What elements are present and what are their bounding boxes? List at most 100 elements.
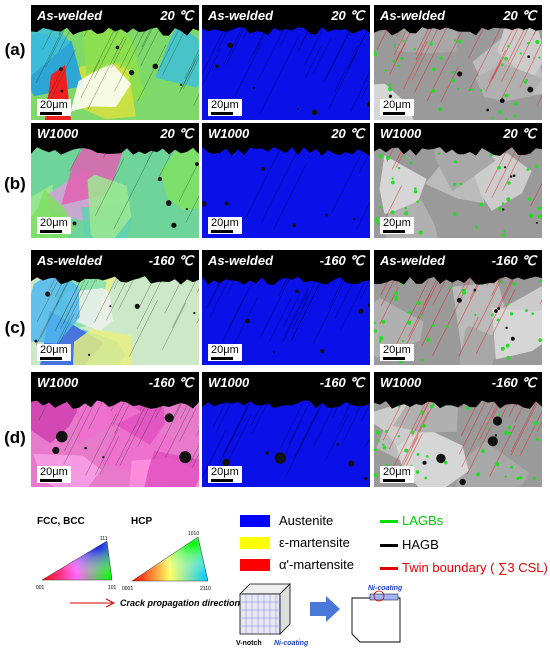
micrograph-panel-ipf: As-welded 20 ℃ 20μm bbox=[31, 5, 199, 120]
boundary-line-lagb bbox=[380, 520, 398, 523]
panel-title: W1000 bbox=[380, 126, 422, 141]
panel-temperature: -160 ℃ bbox=[148, 375, 193, 390]
phase-label-epsilon: ε-martensite bbox=[279, 535, 350, 550]
scale-bar: 20μm bbox=[208, 466, 242, 483]
crack-arrow-icon bbox=[70, 598, 116, 608]
boundary-line-twin bbox=[380, 567, 398, 570]
scale-bar-label: 20μm bbox=[383, 217, 411, 229]
scale-bar-line bbox=[383, 112, 405, 115]
scale-bar-line bbox=[40, 357, 62, 360]
panel-temperature: 20 ℃ bbox=[331, 8, 364, 23]
phase-swatch-epsilon bbox=[240, 537, 270, 549]
panel-title: W1000 bbox=[37, 375, 79, 390]
micrograph-panel-boundary: As-welded -160 ℃ 20μm bbox=[374, 250, 542, 365]
panel-temperature: 20 ℃ bbox=[503, 126, 536, 141]
scale-bar: 20μm bbox=[380, 99, 414, 116]
scale-bar-line bbox=[211, 112, 233, 115]
scale-bar-line bbox=[383, 479, 405, 482]
ipf-hcp-right: 2110 bbox=[200, 586, 211, 592]
ipf-hcp-top: 1010 bbox=[188, 531, 199, 537]
boundary-micrograph-image bbox=[374, 5, 542, 120]
row-label-b: (b) bbox=[4, 174, 26, 193]
scale-bar-label: 20μm bbox=[383, 99, 411, 111]
scale-bar-label: 20μm bbox=[211, 217, 239, 229]
scale-bar: 20μm bbox=[380, 344, 414, 361]
scale-bar-label: 20μm bbox=[40, 217, 68, 229]
row-label-d: (d) bbox=[4, 428, 26, 447]
micrograph-panel-ipf: W1000 -160 ℃ 20μm bbox=[31, 372, 199, 487]
panel-title: W1000 bbox=[208, 126, 250, 141]
scale-bar-line bbox=[40, 112, 62, 115]
crack-direction-label: Crack propagation direction bbox=[120, 598, 241, 608]
micrograph-panel-phase: As-welded 20 ℃ 20μm bbox=[202, 5, 370, 120]
panel-title: W1000 bbox=[208, 375, 250, 390]
ipf-hcp-left: 0001 bbox=[122, 586, 133, 592]
v-notch-label: V-notch bbox=[236, 640, 262, 647]
panel-temperature: 20 ℃ bbox=[331, 126, 364, 141]
scale-bar: 20μm bbox=[37, 99, 71, 116]
panel-temperature: 20 ℃ bbox=[503, 8, 536, 23]
boundary-label-lagb: LAGBs bbox=[402, 513, 444, 528]
boundary-label-twin: Twin boundary ( ∑3 CSL) bbox=[402, 560, 548, 575]
scale-bar: 20μm bbox=[208, 344, 242, 361]
ipf-fcc-bcc-label: FCC, BCC bbox=[37, 516, 85, 527]
ipf-fcc-right: 101 bbox=[108, 585, 117, 591]
ipf-fcc-left: 001 bbox=[36, 585, 45, 591]
boundary-micrograph-image bbox=[374, 372, 542, 487]
scale-bar-label: 20μm bbox=[211, 344, 239, 356]
row-label-c: (c) bbox=[4, 318, 26, 337]
scale-bar: 20μm bbox=[37, 466, 71, 483]
specimen-schematic: V-notch Ni-coating Ni-coating bbox=[236, 583, 403, 647]
panel-title: As-welded bbox=[37, 253, 103, 268]
scale-bar-label: 20μm bbox=[40, 344, 68, 356]
scale-bar-line bbox=[211, 479, 233, 482]
phase-swatch-austenite bbox=[240, 515, 270, 527]
micrograph-panel-phase: As-welded -160 ℃ 20μm bbox=[202, 250, 370, 365]
phase-micrograph-image bbox=[202, 5, 370, 120]
panel-title: As-welded bbox=[37, 8, 103, 23]
scale-bar-line bbox=[40, 479, 62, 482]
scale-bar-label: 20μm bbox=[40, 466, 68, 478]
scale-bar-label: 20μm bbox=[211, 466, 239, 478]
scale-bar: 20μm bbox=[208, 217, 242, 234]
phase-label-austenite: Austenite bbox=[279, 513, 334, 528]
ni-coating-label-2: Ni-coating bbox=[368, 585, 403, 592]
boundary-line-hagb bbox=[380, 544, 398, 547]
scale-bar-label: 20μm bbox=[383, 344, 411, 356]
ipf-hcp-label: HCP bbox=[131, 516, 153, 527]
ipf-fcc-top: 111 bbox=[100, 536, 108, 542]
panel-temperature: -160 ℃ bbox=[319, 375, 364, 390]
ipf-micrograph-image bbox=[31, 5, 199, 120]
panel-temperature: 20 ℃ bbox=[160, 8, 193, 23]
scale-bar: 20μm bbox=[37, 217, 71, 234]
panel-title: As-welded bbox=[380, 253, 446, 268]
panel-temperature: -160 ℃ bbox=[491, 253, 536, 268]
panel-temperature: -160 ℃ bbox=[148, 253, 193, 268]
micrograph-panel-phase: W1000 20 ℃ 20μm bbox=[202, 123, 370, 238]
panel-title: W1000 bbox=[37, 126, 79, 141]
scale-bar: 20μm bbox=[380, 466, 414, 483]
scale-bar-label: 20μm bbox=[383, 466, 411, 478]
panel-title: As-welded bbox=[380, 8, 446, 23]
scale-bar: 20μm bbox=[37, 344, 71, 361]
micrograph-panel-ipf: W1000 20 ℃ 20μm bbox=[31, 123, 199, 238]
scale-bar-label: 20μm bbox=[211, 99, 239, 111]
scale-bar: 20μm bbox=[380, 217, 414, 234]
scale-bar: 20μm bbox=[208, 99, 242, 116]
scale-bar-line bbox=[211, 230, 233, 233]
ni-coating-label-1: Ni-coating bbox=[274, 640, 309, 647]
scale-bar-line bbox=[40, 230, 62, 233]
panel-title: W1000 bbox=[380, 375, 422, 390]
ipf-hcp-triangle: 1010 0001 2110 bbox=[122, 531, 211, 592]
phase-label-alpha: α'-martensite bbox=[279, 557, 355, 572]
micrograph-panel-boundary: W1000 20 ℃ 20μm bbox=[374, 123, 542, 238]
panel-temperature: -160 ℃ bbox=[491, 375, 536, 390]
ipf-fcc-bcc-triangle: 111 001 101 bbox=[36, 536, 117, 591]
micrograph-panel-ipf: As-welded -160 ℃ 20μm bbox=[31, 250, 199, 365]
micrograph-panel-phase: W1000 -160 ℃ 20μm bbox=[202, 372, 370, 487]
panel-temperature: 20 ℃ bbox=[160, 126, 193, 141]
scale-bar-line bbox=[383, 357, 405, 360]
boundary-label-hagb: HAGB bbox=[402, 537, 439, 552]
row-label-a: (a) bbox=[4, 40, 26, 59]
panel-title: As-welded bbox=[208, 253, 274, 268]
